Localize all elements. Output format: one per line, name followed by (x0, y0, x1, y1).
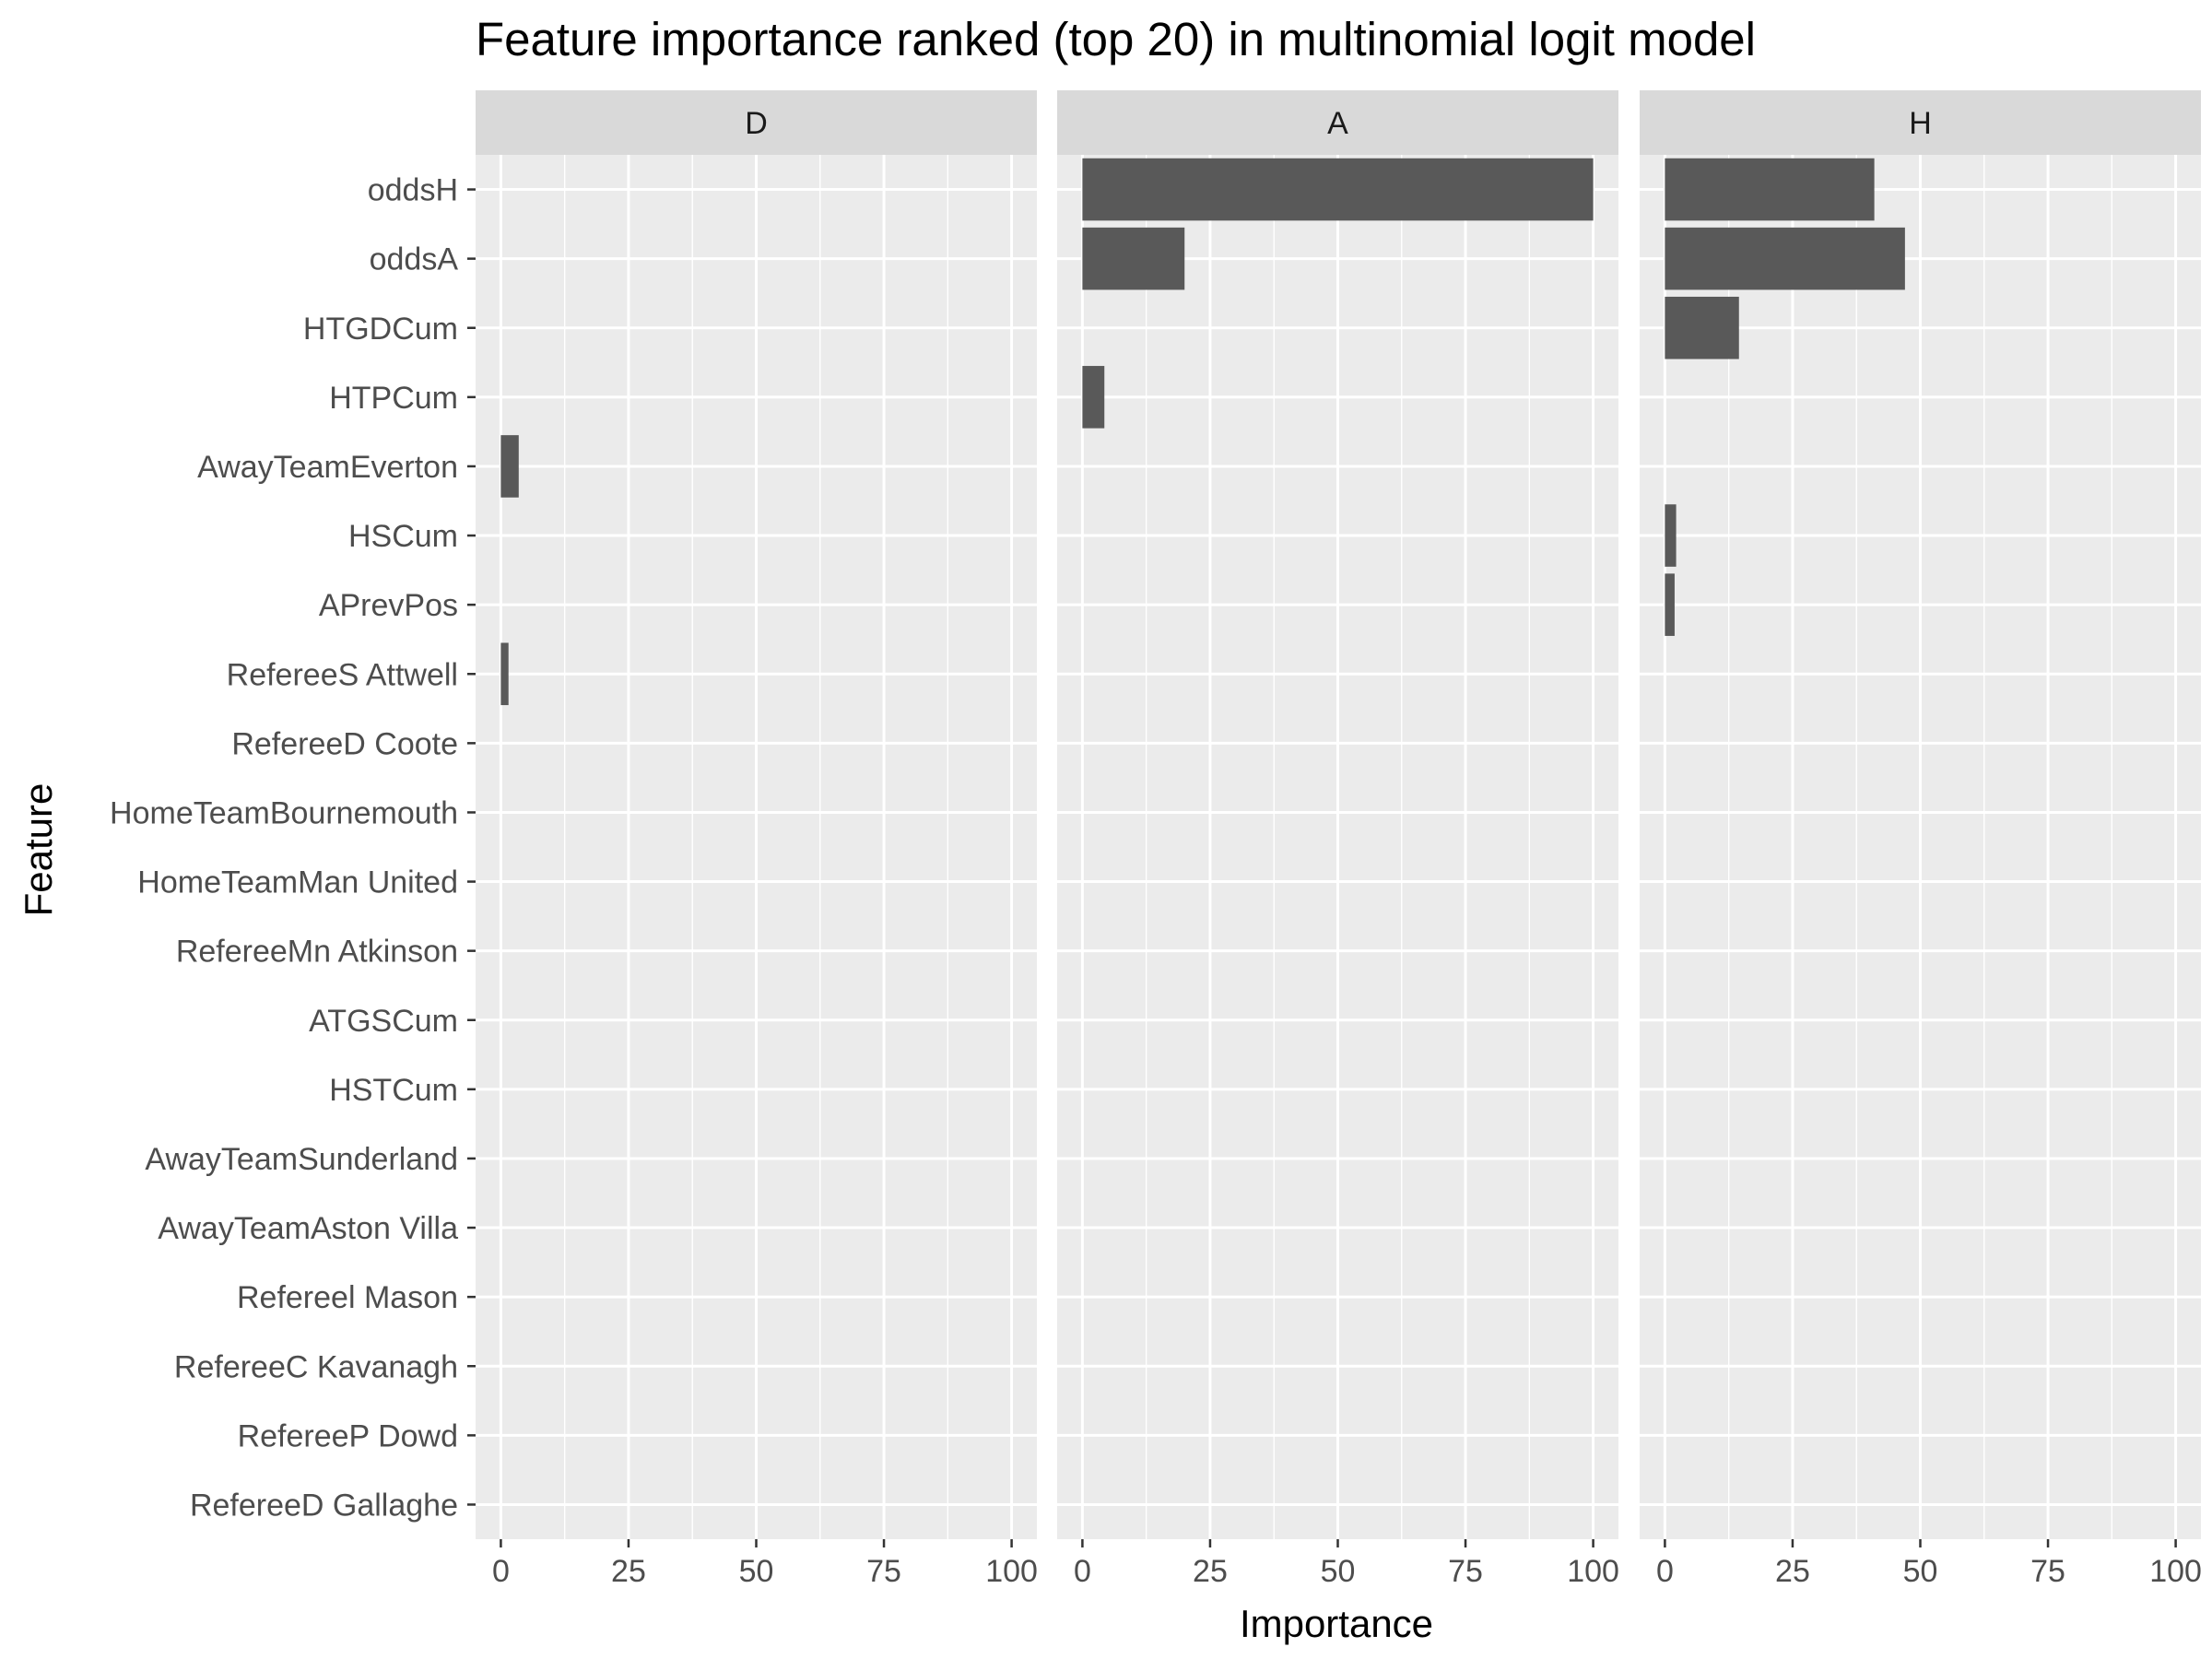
x-tick-label: 50 (1903, 1554, 1938, 1589)
x-tick-label: 25 (1193, 1554, 1228, 1589)
bar-A-oddsA (1082, 227, 1185, 290)
y-tick-label: HTPCum (329, 381, 458, 416)
y-tick-label: ATGSCum (309, 1004, 458, 1039)
x-tick-label: 50 (739, 1554, 774, 1589)
chart-title: Feature importance ranked (top 20) in mu… (476, 13, 1756, 65)
y-axis: oddsH oddsA HTGDCum HTPCum AwayTeamEverton HS… (110, 173, 476, 1523)
facet-strip (1057, 90, 1618, 155)
y-tick-label: AwayTeamEverton (197, 450, 458, 485)
y-tick-label: RefereeD Coote (231, 726, 458, 761)
x-tick-label: 50 (1321, 1554, 1356, 1589)
bar-H-HSCum (1665, 504, 1677, 567)
y-tick-label: oddsA (370, 242, 459, 277)
facet-strip (476, 90, 1037, 155)
x-tick-label: 0 (492, 1554, 510, 1589)
x-tick-label: 100 (2149, 1554, 2202, 1589)
x-tick-label: 0 (1074, 1554, 1091, 1589)
y-tick-label: HTGDCum (303, 312, 458, 347)
bar-H-HTGDCum (1665, 296, 1739, 359)
x-tick-label: 75 (2030, 1554, 2065, 1589)
y-tick-label: Refereel Mason (237, 1280, 458, 1315)
y-tick-label: HomeTeamMan United (137, 865, 458, 900)
bar-A-HTPCum (1082, 366, 1105, 429)
y-axis-title: Feature (17, 783, 60, 917)
facet-strip-label: H (1909, 106, 1932, 141)
y-tick-label: RefereeS Attwell (227, 657, 458, 692)
y-tick-label: AwayTeamAston Villa (158, 1211, 458, 1246)
y-tick-label: oddsH (368, 173, 458, 208)
bar-D-AwayTeamEverton (500, 435, 519, 498)
facet-panel-D: D 0 25 50 75 100 (476, 90, 1038, 1589)
x-tick-label: 100 (1567, 1554, 1619, 1589)
y-tick-label: RefereeP Dowd (238, 1418, 458, 1453)
x-axis-title: Importance (1240, 1602, 1433, 1645)
y-tick-label: HSCum (348, 519, 458, 554)
y-tick-label: HomeTeamBournemouth (110, 795, 458, 830)
y-tick-label: APrevPos (319, 588, 458, 623)
facet-strip-label: A (1327, 106, 1348, 141)
bar-H-APrevPos (1665, 573, 1675, 636)
x-tick-label: 75 (866, 1554, 901, 1589)
facet-panel-H: H 0 25 50 75 100 (1640, 90, 2202, 1589)
x-tick-label: 0 (1656, 1554, 1674, 1589)
x-tick-label: 25 (1775, 1554, 1810, 1589)
y-tick-label: AwayTeamSunderland (145, 1142, 458, 1177)
bar-D-RefereeS Attwell (500, 642, 509, 706)
facet-panels: D 0 25 50 75 100 A 0 25 50 75 100 H 0 25 50 75 100 (476, 90, 2202, 1589)
bar-A-oddsH (1082, 158, 1594, 221)
facet-strip-label: D (745, 106, 768, 141)
x-tick-label: 75 (1448, 1554, 1483, 1589)
facet-strip (1640, 90, 2201, 155)
y-tick-label: RefereeD Gallaghe (190, 1488, 458, 1523)
x-tick-label: 100 (985, 1554, 1038, 1589)
y-tick-label: RefereeMn Atkinson (176, 935, 458, 970)
bar-H-oddsH (1665, 158, 1875, 221)
bar-H-oddsA (1665, 227, 1905, 290)
facet-panel-A: A 0 25 50 75 100 (1057, 90, 1619, 1589)
y-tick-label: RefereeC Kavanagh (174, 1349, 458, 1384)
y-tick-label: HSTCum (329, 1073, 458, 1108)
x-tick-label: 25 (611, 1554, 646, 1589)
